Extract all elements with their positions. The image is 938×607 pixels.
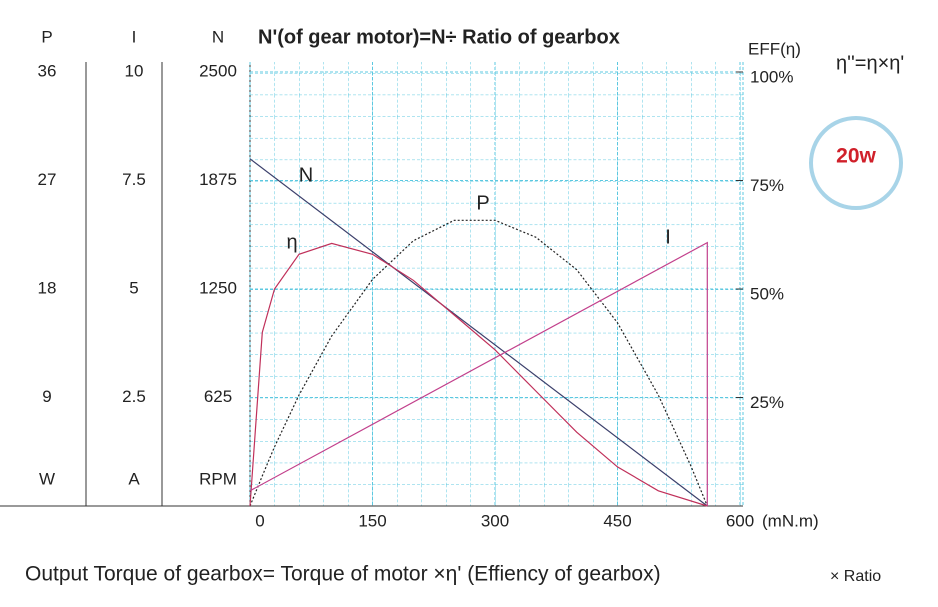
y-axis-title: EFF(η) — [748, 39, 801, 58]
y-tick-label: 27 — [38, 170, 57, 189]
y-axis-unit: RPM — [199, 469, 237, 488]
x-tick-label: 300 — [481, 511, 509, 530]
y-tick-label: 18 — [38, 278, 57, 297]
badge-circle — [809, 116, 903, 210]
x-tick-label: 600 — [726, 511, 754, 530]
y-axis-title: N — [212, 27, 224, 46]
x-tick-label: 0 — [255, 511, 264, 530]
formula-annotation: η''=η×η' — [836, 52, 904, 74]
y-tick-label: 2.5 — [122, 387, 146, 406]
series-line — [249, 241, 708, 506]
series-line — [249, 242, 708, 507]
y-tick-label: 75% — [750, 176, 784, 195]
y-tick-label: 5 — [129, 278, 138, 297]
badge-text: 20w — [836, 145, 876, 168]
series-line — [249, 219, 708, 507]
caption-suffix: × Ratio — [830, 568, 881, 585]
x-axis-label: (mN.m) — [762, 511, 819, 530]
y-axis-unit: W — [39, 469, 55, 488]
y-tick-label: 1250 — [199, 278, 237, 297]
y-axis-title: P — [41, 27, 52, 46]
y-tick-label: 36 — [38, 61, 57, 80]
y-tick-label: 9 — [42, 387, 51, 406]
minor-grid — [250, 62, 743, 506]
series-line — [249, 158, 708, 507]
y-tick-label: 100% — [750, 67, 793, 86]
y-tick-label: 1875 — [199, 170, 237, 189]
y-axis-unit: A — [128, 469, 140, 488]
y-tick-label: 625 — [204, 387, 232, 406]
y-tick-label: 2500 — [199, 61, 237, 80]
series-label: η — [286, 231, 297, 253]
chart-title: N'(of gear motor)=N÷ Ratio of gearbox — [258, 26, 620, 48]
series-label: N — [299, 164, 313, 186]
y-tick-label: 25% — [750, 393, 784, 412]
y-axis-title: I — [132, 27, 137, 46]
y-tick-label: 50% — [750, 284, 784, 303]
series-label: I — [665, 226, 671, 248]
x-tick-label: 150 — [358, 511, 386, 530]
y-tick-label: 7.5 — [122, 170, 146, 189]
x-tick-label: 450 — [603, 511, 631, 530]
y-tick-label: 10 — [125, 61, 144, 80]
series-label: P — [476, 192, 489, 214]
caption: Output Torque of gearbox= Torque of moto… — [25, 563, 661, 586]
